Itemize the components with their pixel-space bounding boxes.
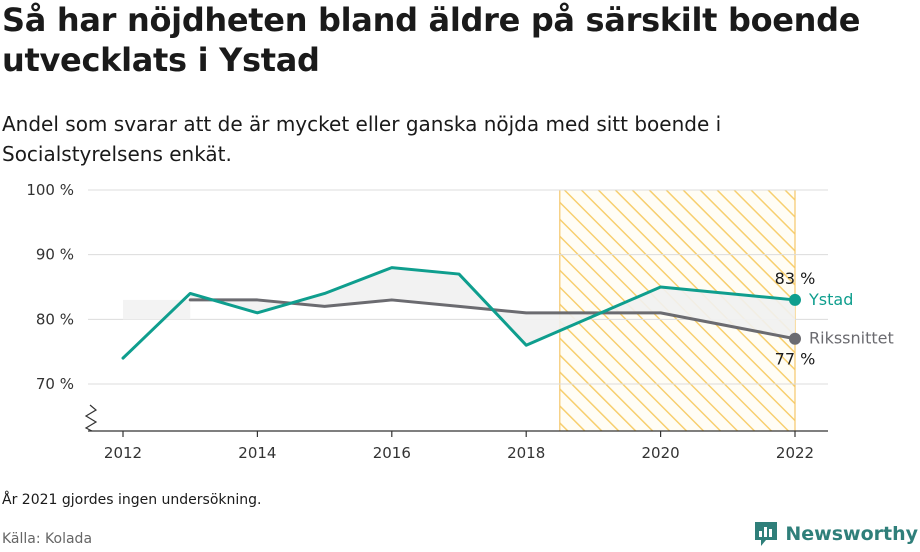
brand-logo[interactable]: Newsworthy xyxy=(753,520,918,548)
y-tick-label: 100 % xyxy=(26,181,74,199)
ystad-series-label: Ystad xyxy=(808,290,853,309)
y-tick-label: 80 % xyxy=(36,310,74,328)
x-tick-label: 2012 xyxy=(104,444,142,462)
difference-area xyxy=(190,267,795,346)
series-end-labels: 83 % Ystad 77 % Rikssnittet xyxy=(775,269,894,369)
reference-band xyxy=(123,299,191,320)
series-line-rikssnittet xyxy=(188,298,797,341)
y-tick-label: 90 % xyxy=(36,246,74,264)
x-tick-label: 2022 xyxy=(776,444,814,462)
axis-break-icon xyxy=(84,404,98,432)
difference-fill xyxy=(123,267,795,346)
series-line-ystad xyxy=(121,266,797,360)
series-lines xyxy=(121,266,801,360)
ystad-end-value: 83 % xyxy=(775,269,816,288)
x-tick-label: 2020 xyxy=(642,444,680,462)
chart-subtitle: Andel som svarar att de är mycket eller … xyxy=(2,112,722,166)
chart-title: Så har nöjdheten bland äldre på särskilt… xyxy=(2,1,861,79)
rikssnittet-end-value: 77 % xyxy=(775,350,816,369)
series-end-point-rikssnittet xyxy=(789,332,801,345)
y-tick-label: 70 % xyxy=(36,375,74,393)
footnote: År 2021 gjordes ingen undersökning. xyxy=(2,492,262,508)
newsworthy-logo-icon xyxy=(755,522,778,546)
x-tick-label: 2016 xyxy=(373,444,411,462)
series-end-point-ystad xyxy=(789,293,801,306)
x-tick-label: 2014 xyxy=(238,444,276,462)
x-tick-label: 2018 xyxy=(507,444,545,462)
rikssnittet-series-label: Rikssnittet xyxy=(809,329,894,348)
y-axis-labels: 100 % 90 % 80 % 70 % xyxy=(26,181,74,393)
source-text: Källa: Kolada xyxy=(2,531,93,547)
brand-name: Newsworthy xyxy=(785,523,918,545)
x-axis: 2012 2014 2016 2018 2020 2022 xyxy=(84,404,828,462)
